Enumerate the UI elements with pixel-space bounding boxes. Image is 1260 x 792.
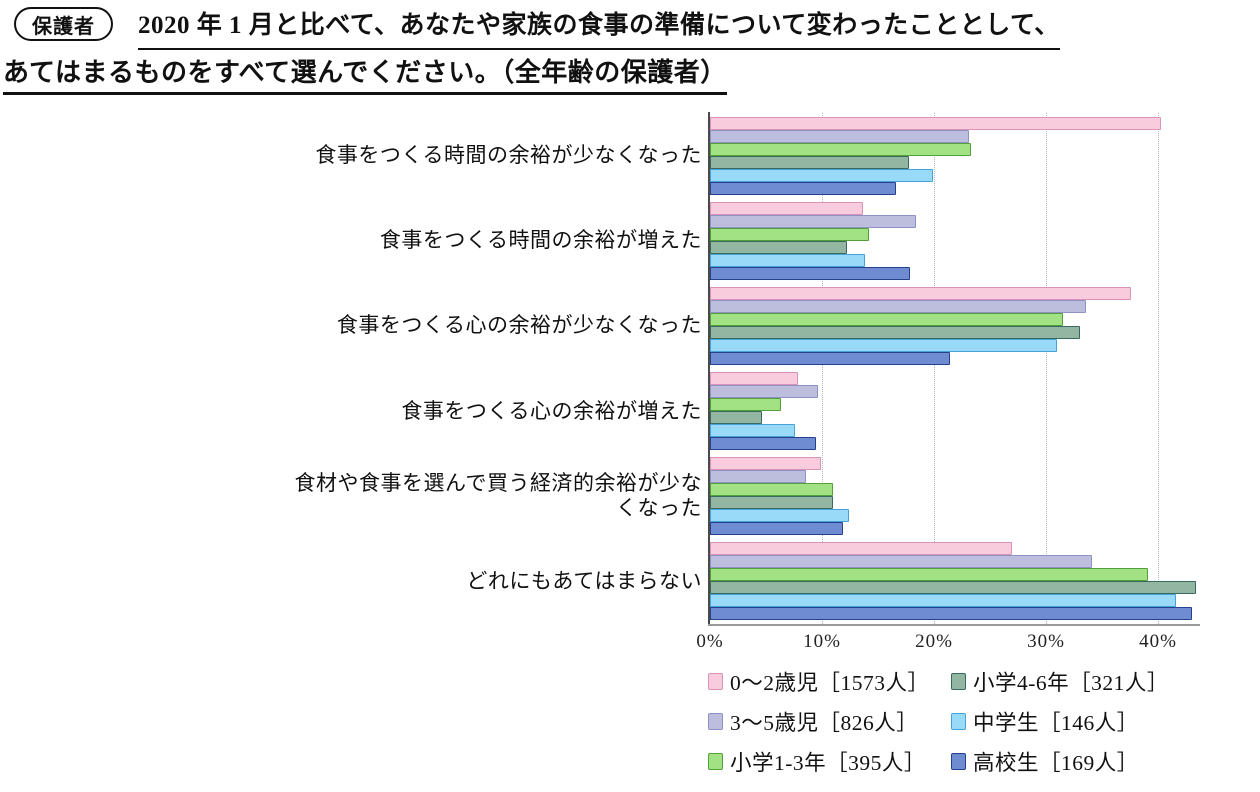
legend-swatch-icon: [951, 752, 966, 770]
legend-label: 高校生［169人］: [973, 750, 1139, 775]
legend-swatch-icon: [951, 712, 966, 730]
bar: [710, 496, 834, 510]
bar: [710, 437, 817, 451]
category-label: どれにもあてはまらない: [466, 568, 702, 593]
x-axis-tick-labels: 0% 10% 20% 30% 40%: [696, 631, 1210, 655]
bar-group: [710, 283, 1210, 368]
category-labels: 食事をつくる時間の余裕が少なくなった食事をつくる時間の余裕が増えた食事をつくる心…: [278, 113, 702, 624]
bar: [710, 424, 796, 438]
question-title-line-1: 2020 年 1 月と比べて、あなたや家族の食事の準備について変わったこととして…: [138, 11, 1060, 50]
legend-row: 小学1-3年［395人］ 高校生［169人］: [702, 741, 1258, 781]
bar: [710, 299, 1087, 313]
bar: [710, 457, 821, 471]
bar: [710, 522, 844, 536]
bar: [710, 509, 849, 523]
bar-group: [710, 369, 1210, 454]
bar: [710, 398, 781, 412]
bar: [710, 385, 818, 399]
category-label: 食事をつくる時間の余裕が増えた: [379, 228, 702, 253]
parent-badge: 保護者: [14, 7, 113, 41]
bar: [710, 470, 807, 484]
bar-group: [710, 539, 1210, 624]
bar: [710, 266, 911, 280]
bar: [710, 411, 762, 425]
x-axis-label: 40%: [1139, 631, 1177, 652]
category-label: 食事をつくる心の余裕が少なくなった: [336, 313, 702, 338]
gridline: [1046, 113, 1047, 624]
y-axis-line: [708, 112, 710, 626]
legend-item: 3～5歳児［826人］: [702, 706, 945, 737]
gridline: [822, 113, 823, 624]
legend-swatch-icon: [708, 672, 723, 690]
category-label: 食事をつくる心の余裕が増えた: [401, 398, 702, 423]
legend-item: 高校生［169人］: [945, 746, 1139, 777]
bar-group: [710, 113, 1210, 198]
bar: [710, 555, 1092, 569]
question-title-line-2: あてはまるものをすべて選んでください。（全年齢の保護者）: [3, 57, 727, 96]
bar: [710, 214, 917, 228]
bar: [710, 155, 910, 169]
bar: [710, 201, 864, 215]
legend-item: 中学生［146人］: [945, 706, 1139, 737]
category-label: 食材や食事を選んで買う経済的余裕が少なくなった: [294, 471, 702, 521]
legend-item: 小学1-3年［395人］: [702, 746, 945, 777]
legend-swatch-icon: [708, 752, 723, 770]
legend-row: 0～2歳児［1573人］ 小学4-6年［321人］: [702, 661, 1258, 701]
legend-label: 小学4-6年［321人］: [973, 670, 1169, 695]
bar: [710, 594, 1176, 608]
legend-label: 小学1-3年［395人］: [730, 750, 926, 775]
bar: [710, 227, 870, 241]
gridline: [1158, 113, 1159, 624]
parent-badge-label: 保護者: [32, 15, 95, 38]
plot-area: [710, 113, 1210, 624]
bar: [710, 286, 1132, 300]
category-label: 食事をつくる時間の余裕が少なくなった: [315, 142, 702, 167]
bar: [710, 372, 799, 386]
bar: [710, 116, 1162, 130]
legend-row: 3～5歳児［826人］ 中学生［146人］: [702, 701, 1258, 741]
bar: [710, 240, 847, 254]
x-axis-label: 0%: [696, 631, 724, 652]
x-axis-line: [708, 624, 1200, 626]
bar: [710, 581, 1197, 595]
bar: [710, 542, 1013, 556]
bar-group: [710, 454, 1210, 539]
legend-item: 0～2歳児［1573人］: [702, 666, 945, 697]
legend-label: 3～5歳児［826人］: [730, 710, 919, 735]
legend-item: 小学4-6年［321人］: [945, 666, 1169, 697]
legend-swatch-icon: [951, 672, 966, 690]
bar: [710, 181, 896, 195]
bar: [710, 168, 933, 182]
bar: [710, 607, 1192, 621]
bar: [710, 253, 865, 267]
bar: [710, 142, 971, 156]
bar: [710, 312, 1063, 326]
legend-swatch-icon: [708, 712, 723, 730]
x-axis-label: 20%: [915, 631, 953, 652]
legend-label: 0～2歳児［1573人］: [730, 670, 930, 695]
legend: 0～2歳児［1573人］ 小学4-6年［321人］ 3～5歳児［826人］ 中学生［1…: [702, 661, 1258, 781]
x-axis-label: 10%: [803, 631, 841, 652]
bar: [710, 483, 834, 497]
bar: [710, 568, 1148, 582]
bar-group: [710, 198, 1210, 283]
bar: [710, 338, 1058, 352]
gridline: [934, 113, 935, 624]
bar: [710, 129, 969, 143]
bar: [710, 351, 950, 365]
x-axis-label: 30%: [1027, 631, 1065, 652]
bar: [710, 325, 1080, 339]
legend-label: 中学生［146人］: [973, 710, 1139, 735]
